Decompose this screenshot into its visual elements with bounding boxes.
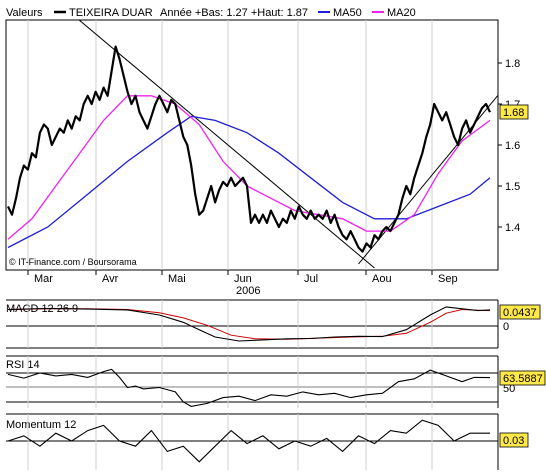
- macd-value-badge-box: [499, 304, 541, 320]
- header-label: Valeurs: [6, 7, 43, 19]
- trendlines: [78, 20, 498, 269]
- ma50-line: [7, 115, 491, 249]
- macd-panel: MACD 12 26 9 0 0.0437: [6, 299, 541, 349]
- chart-header: Valeurs TEIXEIRA DUAR Année +Bas: 1.27 +…: [6, 7, 416, 19]
- macd-grid: [27, 300, 433, 348]
- last-price-value: 1.68: [503, 107, 524, 119]
- x-label-jun: Jun: [234, 273, 252, 285]
- momentum-line: [7, 419, 490, 463]
- watermark: © IT-Finance.com / Boursorama: [9, 257, 137, 267]
- momentum-value-badge-box: [499, 432, 529, 448]
- rsi-value: 63.5887: [503, 373, 543, 385]
- x-axis-labels: Mar Avr Mai Jun Jul Aou Sep: [27, 270, 458, 285]
- range-text: Année +Bas: 1.27 +Haut: 1.87: [160, 7, 308, 19]
- y-tick-1.4: 1.4: [505, 222, 520, 234]
- rsi-grid: [27, 356, 433, 408]
- trendline-1: [78, 20, 375, 269]
- last-price-badge-box: [499, 104, 529, 120]
- price-panel: 1.41.51.61.71.8 1.68 © IT-Finance.com / …: [5, 19, 529, 271]
- rsi-value-badge-box: [499, 370, 546, 386]
- price-line: [7, 45, 491, 253]
- momentum-title: Momentum 12: [6, 419, 76, 431]
- y-tick-1.8: 1.8: [505, 58, 520, 70]
- trendline-2: [358, 94, 498, 265]
- macd-zero-tick: 0: [503, 321, 509, 333]
- x-label-mai: Mai: [168, 273, 186, 285]
- year-label: 2006: [236, 285, 260, 297]
- macd-line: [7, 306, 491, 342]
- price-grid: [27, 20, 433, 270]
- macd-value: 0.0437: [503, 307, 537, 319]
- ma50-label: MA50: [333, 7, 362, 19]
- price-y-ticks: 1.41.51.61.71.8: [498, 58, 520, 234]
- x-label-mar: Mar: [34, 273, 53, 285]
- x-label-jul: Jul: [304, 273, 318, 285]
- rsi-line: [7, 368, 491, 407]
- y-tick-1.6: 1.6: [505, 140, 520, 152]
- last-price-badge: 1.68: [499, 104, 529, 120]
- momentum-value: 0.03: [503, 435, 524, 447]
- rsi-50-tick: 50: [503, 383, 515, 395]
- series-name: TEIXEIRA DUAR: [69, 7, 153, 19]
- macd-signal-line: [7, 308, 491, 340]
- rsi-title: RSI 14: [6, 359, 40, 371]
- x-label-avr: Avr: [102, 273, 119, 285]
- x-label-sep: Sep: [438, 273, 458, 285]
- y-tick-1.5: 1.5: [505, 181, 520, 193]
- ma20-label: MA20: [387, 7, 416, 19]
- momentum-panel: Momentum 12 0.03: [6, 413, 529, 470]
- rsi-panel: RSI 14 50 63.5887: [6, 355, 546, 408]
- x-label-aou: Aou: [372, 273, 392, 285]
